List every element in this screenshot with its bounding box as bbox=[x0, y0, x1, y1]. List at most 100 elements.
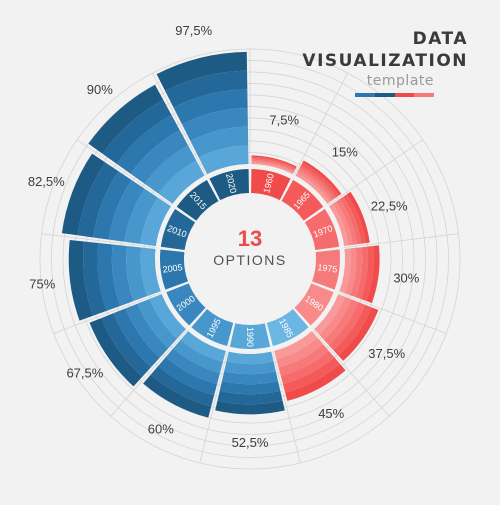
sector-band bbox=[77, 162, 119, 238]
sector-band bbox=[137, 298, 178, 349]
category-segment bbox=[312, 249, 340, 290]
category-segment bbox=[176, 179, 219, 221]
grid-divider bbox=[53, 292, 162, 334]
grid-divider bbox=[312, 329, 390, 417]
sector-band bbox=[274, 331, 318, 360]
sector-band bbox=[180, 331, 226, 362]
value-label: 75% bbox=[29, 277, 55, 292]
sector-band bbox=[116, 115, 180, 174]
value-label: 52,5% bbox=[232, 435, 269, 450]
sector-band bbox=[97, 242, 121, 311]
category-segment bbox=[160, 249, 188, 290]
sector-band bbox=[343, 194, 366, 244]
value-label: 22,5% bbox=[371, 199, 408, 214]
sector-band bbox=[149, 294, 186, 339]
sector-1990 bbox=[215, 351, 285, 415]
sector-band bbox=[251, 155, 297, 168]
subtitle-gradient-bar bbox=[355, 93, 434, 97]
sector-band bbox=[338, 307, 379, 361]
sector-band bbox=[251, 161, 295, 173]
sector-band bbox=[339, 196, 362, 245]
sector-band bbox=[344, 247, 357, 296]
category-segment bbox=[294, 283, 334, 326]
sector-band bbox=[300, 162, 340, 198]
value-labels: 7,5% 15% 22,5% 30% 37,5% 45% 52,5% 60% 67,5% 75% 8… bbox=[28, 23, 420, 450]
sector-band bbox=[251, 159, 295, 172]
value-label: 30% bbox=[393, 270, 419, 285]
sector-band bbox=[165, 70, 248, 108]
sector-band bbox=[158, 160, 205, 204]
sector-band bbox=[219, 381, 281, 395]
sector-band bbox=[217, 390, 283, 405]
center-count: 13 bbox=[238, 226, 262, 251]
sector-2005 bbox=[68, 239, 161, 321]
sector-band bbox=[328, 302, 366, 351]
sector-band bbox=[251, 158, 296, 171]
center-label: OPTIONS bbox=[213, 252, 287, 268]
sector-1965 bbox=[295, 160, 342, 204]
sector-band bbox=[329, 203, 349, 247]
value-label: 97,5% bbox=[175, 23, 212, 38]
sector-band bbox=[61, 153, 106, 236]
sector-band bbox=[350, 247, 363, 298]
sector-band bbox=[111, 244, 134, 306]
sector-band bbox=[298, 168, 335, 201]
chart-title-line-1: DATA bbox=[412, 29, 468, 49]
sector-band bbox=[285, 363, 346, 401]
sector-band bbox=[314, 294, 345, 335]
sector-band bbox=[332, 201, 353, 246]
category-segment bbox=[229, 323, 271, 349]
sector-band bbox=[215, 400, 285, 415]
sector-band bbox=[360, 246, 374, 302]
sector-band bbox=[226, 351, 274, 365]
sector-band bbox=[295, 173, 330, 204]
sector-band bbox=[366, 245, 380, 304]
sector-band bbox=[102, 99, 172, 164]
category-label: 2020 bbox=[224, 172, 239, 194]
sector-band bbox=[251, 156, 297, 170]
sector-band bbox=[143, 374, 212, 418]
sector-band bbox=[140, 197, 171, 247]
category-label: 1975 bbox=[317, 262, 338, 274]
category-label: 2005 bbox=[162, 262, 183, 274]
sector-band bbox=[339, 248, 351, 294]
data-sectors bbox=[61, 51, 380, 418]
sector-band bbox=[333, 304, 372, 356]
value-label: 67,5% bbox=[66, 365, 103, 380]
sector-band bbox=[278, 344, 329, 376]
sector-band bbox=[221, 371, 279, 385]
sector-band bbox=[158, 357, 218, 396]
chart-title-line-2: VISUALIZATION bbox=[302, 51, 468, 71]
category-ring: 1960196519701975198019851990199520002005… bbox=[160, 169, 340, 349]
sector-band bbox=[101, 313, 151, 377]
sector-band bbox=[280, 350, 335, 385]
sector-band bbox=[113, 308, 160, 368]
gradient-segment bbox=[414, 93, 434, 97]
grid-divider bbox=[76, 139, 173, 206]
grid-divider bbox=[272, 351, 301, 463]
sector-band bbox=[190, 126, 249, 158]
grid-divider bbox=[344, 233, 459, 248]
sector-band bbox=[165, 348, 220, 385]
category-segment bbox=[266, 309, 309, 347]
sector-2020 bbox=[156, 51, 249, 175]
category-segment bbox=[166, 283, 206, 326]
sector-1960 bbox=[251, 155, 297, 175]
sector-band bbox=[150, 365, 215, 407]
sector-band bbox=[346, 191, 370, 244]
category-segment bbox=[251, 169, 291, 201]
sector-band bbox=[140, 247, 161, 297]
sector-band bbox=[125, 303, 169, 358]
sector-band bbox=[156, 51, 248, 91]
sector-band bbox=[173, 89, 248, 125]
grid-divider bbox=[199, 351, 228, 463]
value-label: 7,5% bbox=[269, 113, 299, 128]
sector-band bbox=[93, 171, 132, 240]
sector-1995 bbox=[143, 331, 226, 418]
grid-divider bbox=[327, 139, 424, 206]
sector-1975 bbox=[339, 245, 380, 304]
category-label: 1960 bbox=[261, 172, 276, 194]
category-label: 1990 bbox=[245, 327, 255, 347]
